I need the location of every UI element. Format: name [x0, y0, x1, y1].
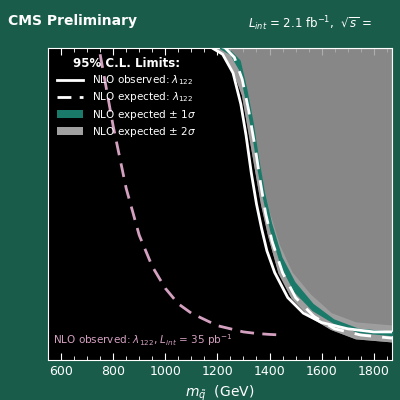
Text: CMS Preliminary: CMS Preliminary: [8, 14, 137, 28]
Legend: NLO observed: $\lambda_{122}$, NLO expected: $\lambda_{122}$, NLO expected $\pm$: NLO observed: $\lambda_{122}$, NLO expec…: [53, 53, 200, 143]
X-axis label: $m_{\tilde{q}}$  (GeV): $m_{\tilde{q}}$ (GeV): [185, 384, 255, 400]
Text: NLO observed: $\lambda_{122}$, $L_{int}$ = 35 pb$^{-1}$: NLO observed: $\lambda_{122}$, $L_{int}$…: [53, 332, 233, 348]
Text: $L_{int}$ = 2.1 fb$^{-1}$,  $\sqrt{s}$ =: $L_{int}$ = 2.1 fb$^{-1}$, $\sqrt{s}$ =: [248, 14, 372, 33]
